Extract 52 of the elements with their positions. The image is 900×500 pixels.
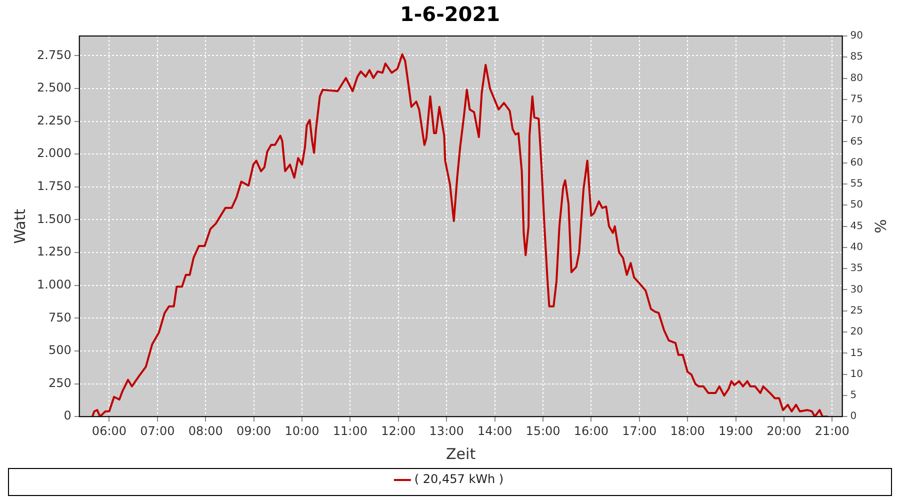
y2-tick-label: 65 [850, 136, 864, 148]
x-axis-title: Zeit [446, 444, 476, 463]
x-tick-label: 11:00 [332, 424, 368, 438]
y2-tick-label: 70 [850, 115, 864, 126]
y2-tick-label: 55 [850, 178, 864, 190]
y2-tick-label: 0 [850, 411, 857, 422]
x-tick-label: 10:00 [284, 424, 320, 438]
y2-tick-label: 85 [850, 52, 864, 63]
y-tick-label: 250 [48, 376, 72, 390]
y2-tick-label: 40 [850, 242, 864, 254]
x-tick-label: 16:00 [574, 424, 608, 438]
x-tick-label: 20:00 [766, 424, 802, 438]
y-tick-label: 2.250 [36, 113, 72, 128]
y2-tick-label: 60 [850, 157, 864, 168]
x-tick-label: 08:00 [188, 424, 223, 438]
y-axis-title: Watt [10, 208, 29, 244]
y2-tick-label: 35 [850, 263, 864, 274]
y-tick-label: 2.500 [36, 80, 72, 95]
y2-tick-label: 30 [850, 284, 864, 296]
y-tick-label: 2.000 [36, 146, 72, 160]
y-tick-label: 1.750 [36, 179, 72, 194]
x-tick-label: 19:00 [718, 424, 754, 438]
y-tick-label: 2.750 [36, 48, 72, 62]
y2-tick-label: 15 [850, 348, 864, 359]
y-tick-label: 1.000 [36, 277, 72, 292]
chart-title: 1-6-2021 [400, 2, 500, 26]
y2-tick-label: 90 [850, 30, 864, 42]
x-tick-label: 06:00 [92, 424, 127, 438]
x-tick-label: 12:00 [381, 424, 416, 438]
x-tick-label: 15:00 [526, 424, 560, 438]
y-tick-label: 750 [48, 310, 72, 324]
x-tick-label: 07:00 [140, 424, 175, 438]
y-tick-label: 0 [64, 408, 72, 423]
y2-tick-label: 80 [850, 72, 864, 84]
y2-tick-label: 75 [850, 94, 864, 106]
y2-tick-label: 20 [850, 326, 864, 338]
y2-axis-title: % [871, 219, 890, 234]
x-tick-label: 21:00 [814, 424, 850, 438]
y2-tick-label: 5 [850, 390, 857, 402]
x-tick-label: 17:00 [622, 424, 657, 438]
x-tick-label: 18:00 [670, 424, 705, 438]
y2-tick-label: 45 [850, 220, 864, 232]
y2-tick-label: 25 [850, 305, 864, 316]
x-tick-label: 09:00 [236, 424, 272, 438]
y2-tick-label: 50 [850, 200, 864, 211]
y-tick-label: 1.500 [36, 212, 72, 226]
y-tick-label: 500 [48, 343, 72, 358]
x-tick-label: 14:00 [477, 424, 512, 438]
y2-tick-label: 10 [850, 368, 864, 380]
legend-label: ( 20,457 kWh ) [414, 472, 504, 486]
x-tick-label: 13:00 [429, 424, 464, 438]
y-tick-label: 1.250 [36, 244, 72, 259]
